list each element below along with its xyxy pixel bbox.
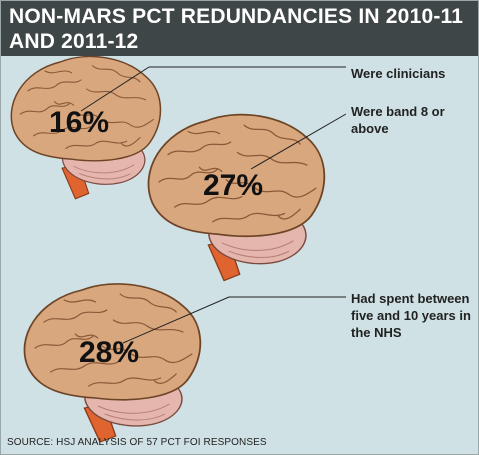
chart-title: NON-MARS PCT REDUNDANCIES IN 2010-11 AND… <box>9 4 474 54</box>
category-label-band8: Were band 8 or above <box>351 104 445 136</box>
value-label-clinicians: 16% <box>49 106 109 139</box>
value-label-band8: 27% <box>203 169 263 202</box>
value-label-five-ten: 28% <box>79 336 139 369</box>
source-note: SOURCE: HSJ ANALYSIS OF 57 PCT FOI RESPO… <box>7 437 267 448</box>
title-line-2: AND 2011-12 <box>9 30 139 53</box>
title-bar: NON-MARS PCT REDUNDANCIES IN 2010-11 AND… <box>1 1 478 56</box>
category-label-clinicians: Were clinicians <box>351 66 446 81</box>
leader-line-five-ten <box>122 296 230 344</box>
leader-line-clinicians <box>80 66 150 112</box>
title-line-1: NON-MARS PCT REDUNDANCIES IN 2010-11 <box>9 5 464 28</box>
leader-line-band8 <box>250 113 347 170</box>
category-label-five-ten: Had spent between five and 10 years in t… <box>351 291 471 340</box>
